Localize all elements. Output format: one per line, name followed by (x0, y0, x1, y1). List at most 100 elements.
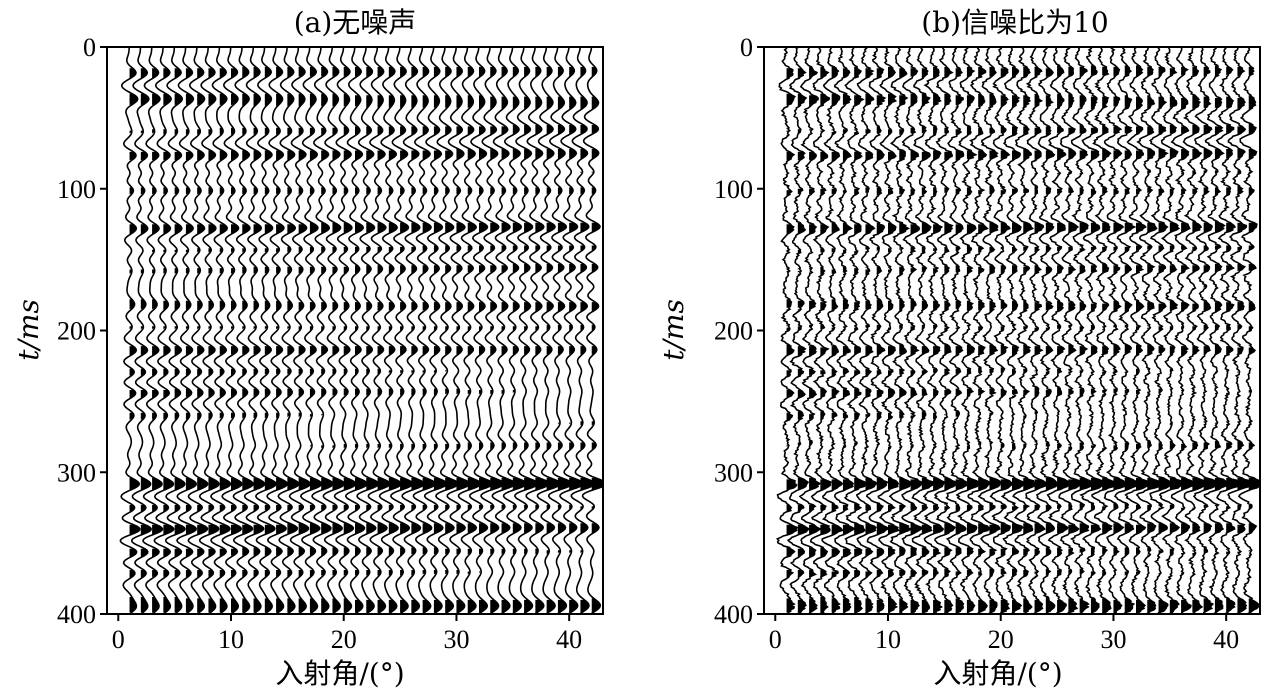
seismic-trace (401, 47, 425, 614)
seismic-trace (1192, 47, 1218, 614)
seismic-trace (299, 47, 323, 614)
seismic-trace (901, 47, 923, 614)
seismic-trace (1046, 47, 1071, 614)
x-tick-label: 40 (556, 625, 582, 654)
seismic-trace (514, 47, 539, 614)
seismic-trace (775, 47, 799, 614)
seismic-trace (798, 47, 822, 614)
x-tick-label: 40 (1213, 625, 1239, 654)
seismic-trace (1035, 47, 1059, 614)
seismic-trace (536, 47, 561, 614)
seismic-trace (1000, 47, 1025, 614)
seismic-trace (243, 47, 266, 614)
seismic-trace (955, 47, 981, 614)
panel-a-y-ticks: 0 100 200 300 400 (57, 33, 107, 629)
x-tick-label: 20 (988, 625, 1014, 654)
seismic-trace (221, 47, 243, 614)
seismic-trace (254, 47, 277, 614)
seismic-trace (1148, 47, 1173, 614)
seismic-trace (1103, 47, 1128, 614)
seismic-trace (378, 47, 403, 614)
seismic-trace (855, 47, 879, 614)
seismic-trace (210, 47, 232, 614)
seismic-trace (232, 47, 255, 614)
seismic-trace (1025, 47, 1049, 614)
seismic-trace (1079, 47, 1106, 614)
seismic-trace (581, 47, 603, 614)
seismic-trace (153, 47, 175, 614)
seismic-trace (1170, 47, 1196, 614)
seismic-trace (989, 47, 1016, 614)
seismic-trace (423, 47, 448, 614)
seismic-trace (933, 47, 958, 614)
x-tick-label: 0 (112, 625, 125, 654)
seismic-trace (1058, 47, 1084, 614)
seismic-trace (367, 47, 391, 614)
seismic-trace (446, 47, 471, 614)
seismic-trace (1203, 47, 1230, 614)
seismic-trace (164, 47, 186, 614)
panel-b-y-ticks: 0 100 200 300 400 (714, 33, 764, 629)
panel-a-x-axis-label: 入射角/(°) (275, 657, 404, 690)
seismic-trace (809, 47, 833, 614)
seismic-trace (525, 47, 550, 614)
panel-a: (a)无噪声 0 100 200 300 400 0 10 20 30 40 入射角/(°) t… (12, 6, 604, 690)
y-tick-label: 300 (714, 458, 753, 487)
seismic-trace (833, 47, 856, 614)
x-tick-label: 10 (218, 625, 244, 654)
y-tick-label: 100 (714, 175, 753, 204)
seismic-trace (977, 47, 1002, 614)
seismic-trace (1237, 47, 1260, 614)
seismic-trace (967, 47, 991, 614)
seismic-trace (412, 47, 437, 614)
seismic-trace (821, 47, 844, 614)
seismic-trace (559, 47, 584, 614)
seismic-trace (457, 47, 482, 614)
seismic-trace (390, 47, 414, 614)
seismic-trace (311, 47, 334, 614)
seismic-trace (119, 47, 141, 614)
seismic-trace (266, 47, 289, 614)
seismic-trace (945, 47, 969, 614)
panel-b-plot-area (775, 47, 1260, 614)
panel-a-x-ticks: 0 10 20 30 40 (112, 614, 582, 654)
seismic-trace (187, 47, 209, 614)
seismic-trace (1124, 47, 1151, 614)
panel-a-plot-area (119, 47, 603, 614)
seismic-trace (843, 47, 867, 614)
panel-b-title: (b)信噪比为10 (921, 6, 1108, 39)
x-tick-label: 10 (875, 625, 901, 654)
seismic-trace (502, 47, 528, 614)
y-tick-label: 400 (57, 600, 96, 629)
seismic-trace (176, 47, 198, 614)
seismic-trace (786, 47, 811, 614)
seismic-trace (344, 47, 369, 614)
panel-b-x-ticks: 0 10 20 30 40 (769, 614, 1239, 654)
x-tick-label: 20 (331, 625, 357, 654)
seismic-trace (570, 47, 595, 614)
y-tick-label: 0 (740, 33, 753, 62)
x-tick-label: 30 (1100, 625, 1126, 654)
x-tick-label: 0 (769, 625, 782, 654)
seismic-trace (322, 47, 346, 614)
panel-a-y-axis-label: t/ms (12, 299, 45, 361)
seismic-trace (333, 47, 357, 614)
seismic-trace (491, 47, 516, 614)
seismic-trace (1135, 47, 1162, 614)
seismic-trace (888, 47, 913, 614)
seismic-trace (911, 47, 935, 614)
seismic-trace (356, 47, 380, 614)
seismic-trace (1215, 47, 1241, 614)
seismic-trace (288, 47, 312, 614)
seismic-trace (1091, 47, 1117, 614)
seismic-trace (435, 47, 460, 614)
x-tick-label: 30 (443, 625, 469, 654)
seismic-trace (480, 47, 505, 614)
panel-b-x-axis-label: 入射角/(°) (933, 657, 1062, 690)
seismic-trace (142, 47, 164, 614)
seismic-trace (198, 47, 220, 614)
seismic-trace (877, 47, 901, 614)
panel-a-title: (a)无噪声 (294, 6, 417, 39)
